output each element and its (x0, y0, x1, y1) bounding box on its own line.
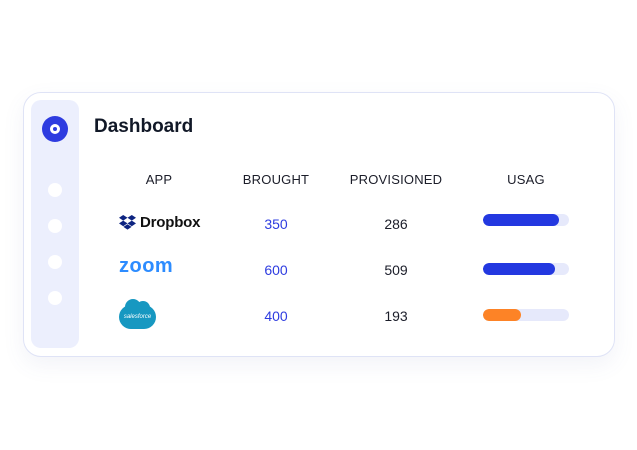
usage-bar (483, 309, 569, 321)
usage-bar (483, 214, 569, 226)
nav-dot-1[interactable] (48, 183, 62, 197)
column-header-app: APP (145, 172, 173, 187)
nav-dot-4[interactable] (48, 291, 62, 305)
brought-value: 400 (264, 308, 288, 324)
dashboard-card: Dashboard APP BROUGHT PROVISIONED USAG D… (23, 92, 615, 357)
salesforce-cloud-icon: salesforce (119, 299, 156, 329)
app-name-dropbox: Dropbox (140, 214, 201, 231)
column-header-provisioned: PROVISIONED (349, 172, 443, 187)
page-title: Dashboard (94, 116, 194, 137)
usage-bar-fill (483, 263, 556, 275)
salesforce-logo: salesforce (119, 299, 156, 329)
nav-dot-2[interactable] (48, 219, 62, 233)
usage-bar-fill (483, 214, 559, 226)
provisioned-value: 193 (384, 308, 408, 324)
usage-bar (483, 263, 569, 275)
provisioned-value: 509 (384, 262, 408, 278)
dropbox-icon (119, 214, 136, 230)
brought-value: 350 (264, 216, 288, 232)
dropbox-logo: Dropbox (119, 214, 200, 231)
usage-bar-fill (483, 309, 521, 321)
app-name-zoom: zoom (119, 255, 174, 277)
column-header-brought: BROUGHT (242, 172, 310, 187)
nav-dot-3[interactable] (48, 255, 62, 269)
brand-logo-icon[interactable] (42, 116, 68, 142)
app-name-salesforce: salesforce (123, 314, 152, 320)
provisioned-value: 286 (384, 216, 408, 232)
zoom-logo: zoom (119, 255, 173, 278)
sidebar (31, 100, 79, 348)
column-header-usage: USAG (507, 172, 545, 187)
brought-value: 600 (264, 262, 288, 278)
